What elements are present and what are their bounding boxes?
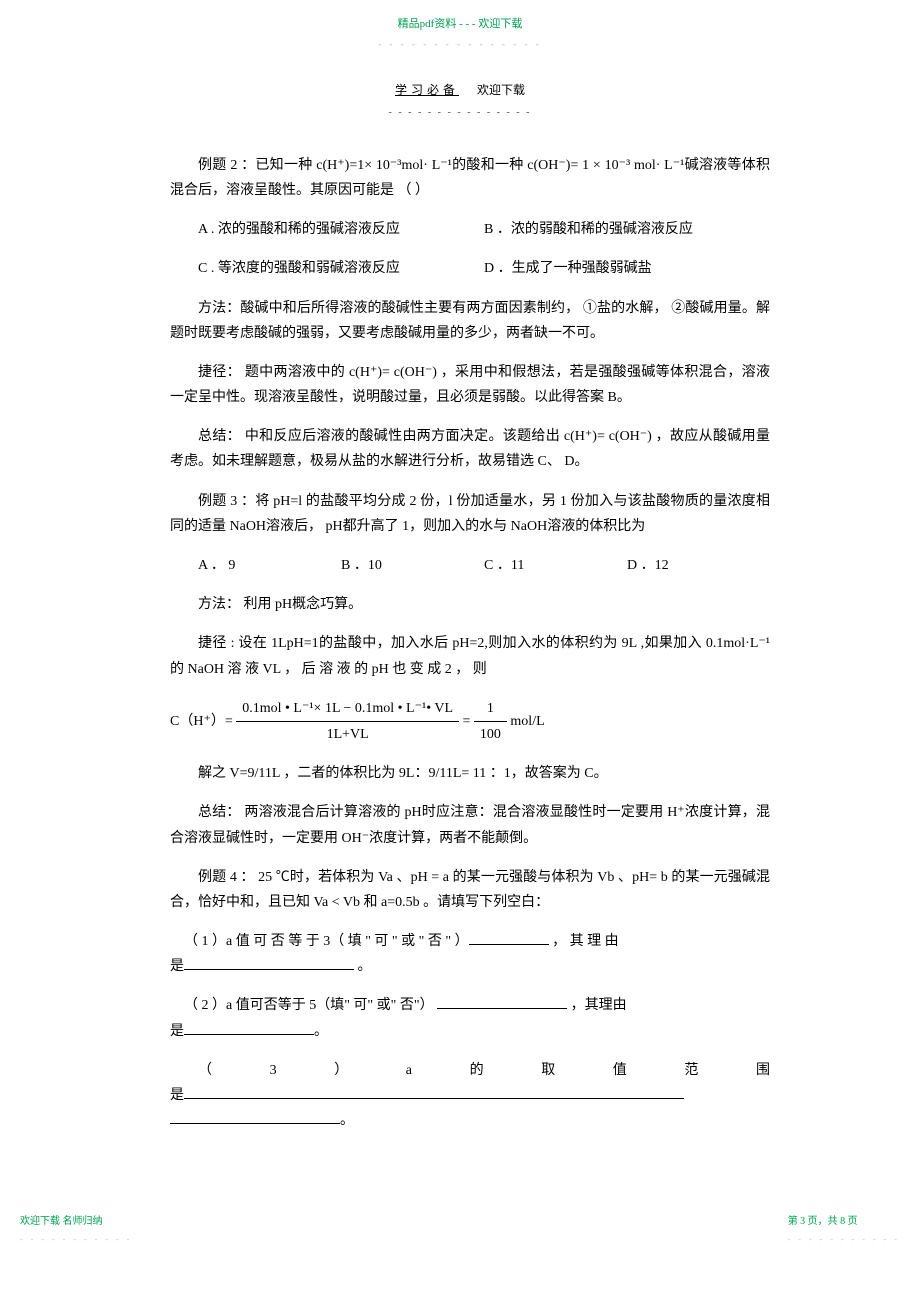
q3-is: 是 bbox=[170, 1088, 184, 1103]
q3-b: 3 bbox=[270, 1058, 277, 1083]
page-footer: 欢迎下载 名师归纳 - - - - - - - - - - - 第 3 页，共 … bbox=[0, 1213, 920, 1249]
formula-unit: mol/L bbox=[510, 714, 544, 729]
formula-denominator: 1L+VL bbox=[236, 722, 459, 747]
formula-numerator-2: 1 bbox=[474, 696, 507, 722]
q3-e: 的 bbox=[470, 1058, 484, 1083]
q1-tail: ， 其 理 由 bbox=[549, 934, 619, 949]
formula-fraction-2: 1 100 bbox=[474, 696, 507, 747]
banner-text: 精品pdf资料 - - - 欢迎下载 bbox=[398, 18, 523, 30]
formula-denominator-2: 100 bbox=[474, 722, 507, 747]
example2-summary: 总结： 中和反应后溶液的酸碱性由两方面决定。该题给出 c(H⁺)= c(OH⁻)… bbox=[170, 424, 770, 474]
document-content: 例题 2 ：已知一种 c(H⁺)=1× 10⁻³mol· L⁻¹的酸和一种 c(… bbox=[0, 153, 920, 1134]
option-a: A ． 9 bbox=[198, 553, 341, 578]
q3-c: ） bbox=[334, 1058, 348, 1083]
q2-tail: ，其理由 bbox=[567, 998, 627, 1013]
q1-period: 。 bbox=[354, 959, 372, 974]
example3-intro: 例题 3 ：将 pH=l 的盐酸平均分成 2 份，l 份加适量水，另 1 份加入… bbox=[170, 489, 770, 539]
formula: C（H⁺）= 0.1mol • L⁻¹× 1L − 0.1mol • L⁻¹• … bbox=[170, 696, 770, 747]
example4-q3-line1: （ 3 ） a 的 取 值 范 围 bbox=[170, 1058, 770, 1083]
option-d: D ．生成了一种强酸弱碱盐 bbox=[484, 256, 770, 281]
sub-dashes: - - - - - - - - - - - - - - - bbox=[389, 107, 532, 118]
example2-shortcut: 捷径： 题中两溶液中的 c(H⁺)= c(OH⁻) ，采用中和假想法，若是强酸强… bbox=[170, 360, 770, 410]
formula-numerator: 0.1mol • L⁻¹× 1L − 0.1mol • L⁻¹• VL bbox=[236, 696, 459, 722]
example3-shortcut: 捷径 : 设在 1LpH=1的盐酸中，加入水后 pH=2,则加入水的体积约为 9… bbox=[170, 631, 770, 681]
footer-right-text: 第 3 页，共 8 页 bbox=[788, 1216, 858, 1227]
footer-left-dots: - - - - - - - - - - - bbox=[20, 1235, 132, 1244]
footer-left-text: 欢迎下载 名师归纳 bbox=[20, 1216, 103, 1227]
q3-i: 围 bbox=[756, 1058, 770, 1083]
q1-blank-2 bbox=[184, 969, 354, 970]
q2-blank bbox=[437, 1008, 567, 1009]
q3-h: 范 bbox=[684, 1058, 698, 1083]
example4-intro: 例题 4 ： 25 ℃时，若体积为 Va 、pH = a 的某一元强酸与体积为 … bbox=[170, 865, 770, 915]
q1-text: （ 1 ）a 值 可 否 等 于 3（ 填 " 可 " 或 " 否 " ） bbox=[184, 934, 469, 949]
formula-prefix: C（H⁺）= bbox=[170, 714, 233, 729]
formula-fraction-1: 0.1mol • L⁻¹× 1L − 0.1mol • L⁻¹• VL 1L+V… bbox=[236, 696, 459, 747]
q1-is: 是 bbox=[170, 959, 184, 974]
q3-a: （ bbox=[198, 1058, 212, 1083]
example3-summary: 总结： 两溶液混合后计算溶液的 pH时应注意：混合溶液显酸性时一定要用 H⁺浓度… bbox=[170, 800, 770, 850]
footer-right: 第 3 页，共 8 页 - - - - - - - - - - - bbox=[788, 1213, 900, 1249]
footer-right-dots: - - - - - - - - - - - bbox=[788, 1235, 900, 1244]
option-c: C . 等浓度的强酸和弱碱溶液反应 bbox=[198, 256, 484, 281]
example4-q1: （ 1 ）a 值 可 否 等 于 3（ 填 " 可 " 或 " 否 " ） ， … bbox=[170, 929, 770, 979]
top-banner: 精品pdf资料 - - - 欢迎下载 - - - - - - - - - - -… bbox=[0, 15, 920, 55]
example3-options: A ． 9 B ．10 C ．11 D ．12 bbox=[170, 553, 770, 578]
example3-method: 方法： 利用 pH概念巧算。 bbox=[170, 592, 770, 617]
q3-f: 取 bbox=[541, 1058, 555, 1083]
formula-equals: = bbox=[463, 714, 471, 729]
footer-left: 欢迎下载 名师归纳 - - - - - - - - - - - bbox=[20, 1213, 132, 1249]
example3-solve: 解之 V=9/11L ，二者的体积比为 9L：9/11L= 11 ：1，故答案为… bbox=[170, 761, 770, 786]
example2-intro: 例题 2 ：已知一种 c(H⁺)=1× 10⁻³mol· L⁻¹的酸和一种 c(… bbox=[170, 153, 770, 203]
option-b: B ．浓的弱酸和稀的强碱溶液反应 bbox=[484, 217, 770, 242]
q2-text: （ 2 ）a 值可否等于 5（填" 可" 或" 否"） bbox=[184, 998, 437, 1013]
q3-blank-2 bbox=[170, 1123, 340, 1124]
q1-blank bbox=[469, 944, 549, 945]
q3-blank bbox=[184, 1098, 684, 1099]
example2-method: 方法：酸碱中和后所得溶液的酸碱性主要有两方面因素制约， ①盐的水解， ②酸碱用量… bbox=[170, 296, 770, 346]
example4-q3-line2: 是 。 bbox=[170, 1083, 770, 1133]
example4-q2: （ 2 ）a 值可否等于 5（填" 可" 或" 否"） ，其理由 是。 bbox=[170, 993, 770, 1043]
example2-options-row2: C . 等浓度的强酸和弱碱溶液反应 D ．生成了一种强酸弱碱盐 bbox=[170, 256, 770, 281]
sub-header-right: 欢迎下载 bbox=[477, 83, 525, 97]
q3-g: 值 bbox=[613, 1058, 627, 1083]
banner-dots: - - - - - - - - - - - - - - - bbox=[378, 39, 541, 49]
q2-is: 是 bbox=[170, 1024, 184, 1039]
option-c: C ．11 bbox=[484, 553, 627, 578]
sub-header: 学习必备 欢迎下载 - - - - - - - - - - - - - - - bbox=[0, 80, 920, 123]
option-d: D ．12 bbox=[627, 553, 770, 578]
q2-blank-2 bbox=[184, 1034, 314, 1035]
q3-d: a bbox=[406, 1058, 412, 1083]
option-a: A . 浓的强酸和稀的强碱溶液反应 bbox=[198, 217, 484, 242]
example2-options-row1: A . 浓的强酸和稀的强碱溶液反应 B ．浓的弱酸和稀的强碱溶液反应 bbox=[170, 217, 770, 242]
sub-header-left: 学习必备 bbox=[395, 83, 459, 97]
option-b: B ．10 bbox=[341, 553, 484, 578]
